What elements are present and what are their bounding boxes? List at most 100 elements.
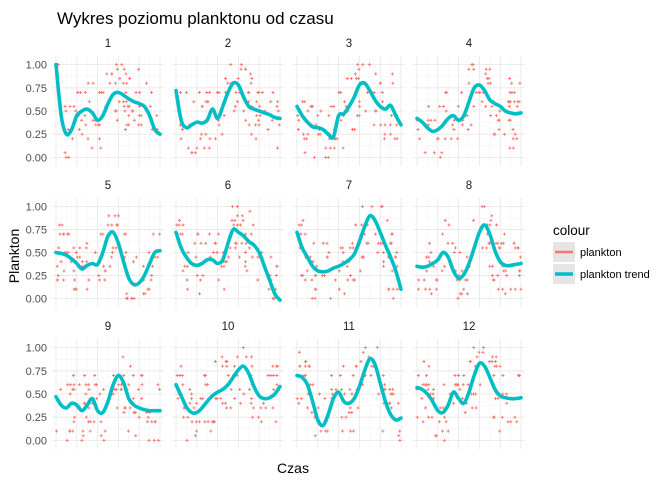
plankton-point (316, 406, 320, 410)
plankton-point (390, 72, 394, 76)
plankton-point (319, 109, 323, 113)
plankton-point (362, 255, 365, 259)
plankton-point (505, 274, 509, 277)
plankton-point (456, 137, 460, 141)
plankton-point (243, 251, 247, 254)
plankton-point (236, 77, 240, 80)
plankton-point (233, 364, 236, 368)
plankton-point (503, 292, 507, 296)
plankton-point (498, 109, 502, 113)
plankton-point (311, 383, 315, 387)
legend-label: plankton trend (580, 269, 650, 281)
plankton-point (398, 438, 402, 442)
plankton-point (383, 383, 387, 387)
plankton-point (515, 420, 519, 424)
plankton-point (516, 100, 520, 104)
plankton-point (461, 397, 464, 401)
plankton-point (429, 292, 433, 296)
plankton-point (99, 420, 103, 424)
plankton-point (487, 360, 491, 363)
plankton-trend-line (174, 80, 282, 130)
plankton-point (181, 223, 185, 227)
plankton-point (271, 406, 275, 410)
plankton-point (484, 67, 488, 71)
plankton-point (228, 246, 232, 250)
plankton-point (158, 387, 161, 391)
plankton-point (440, 269, 444, 273)
plankton-point (486, 81, 490, 85)
plankton-point (327, 251, 331, 254)
plankton-point (358, 104, 361, 108)
plankton-point (117, 383, 121, 387)
plankton-point (77, 128, 81, 131)
plankton-point (59, 387, 63, 391)
plankton-point (345, 77, 349, 80)
plankton-point (179, 91, 182, 94)
plankton-point (214, 397, 218, 401)
plankton-point (418, 137, 422, 141)
plankton-point (513, 246, 517, 250)
plankton-point (199, 397, 203, 401)
plankton-point (103, 429, 107, 433)
plankton-point (296, 128, 300, 131)
plankton-point (299, 232, 303, 236)
plankton-point (306, 406, 310, 410)
plankton-point (426, 123, 430, 127)
plankton-point (257, 118, 261, 122)
plankton-point (327, 114, 331, 118)
plankton-point (107, 214, 111, 218)
plankton-point (181, 128, 184, 131)
plankton-point (132, 296, 136, 300)
plankton-point (147, 287, 151, 291)
plankton-point (130, 109, 134, 113)
plankton-point (198, 292, 202, 296)
plankton-point (351, 246, 355, 250)
plankton-point (81, 434, 85, 438)
plankton-point (207, 232, 211, 236)
plankton-point (500, 415, 504, 419)
plankton-point (232, 223, 236, 227)
plankton-point (250, 364, 254, 368)
plankton-point (456, 104, 460, 108)
plankton-point (196, 232, 200, 236)
plankton-point (204, 241, 208, 245)
plankton-point (224, 77, 228, 80)
plankton-point (235, 214, 239, 218)
plankton-point (244, 232, 248, 236)
plankton-point (313, 296, 317, 300)
plankton-point (390, 269, 394, 273)
plankton-point (137, 67, 141, 71)
plankton-point (460, 91, 464, 94)
plankton-point (465, 278, 469, 282)
y-tick-label: 0.25 (26, 270, 47, 282)
plankton-point (87, 406, 91, 410)
plankton-point (121, 81, 125, 85)
plankton-point (244, 118, 248, 122)
plankton-point (323, 274, 327, 277)
plankton-point (115, 63, 118, 67)
plankton-point (380, 91, 384, 94)
plankton-point (341, 364, 345, 368)
facet-panel-3: 3 (293, 38, 405, 166)
plankton-point (255, 114, 259, 118)
plankton-point (80, 132, 84, 136)
plankton-point (126, 429, 130, 433)
plankton-point (122, 411, 126, 414)
plankton-point (271, 364, 275, 368)
plankton-point (87, 387, 91, 391)
plankton-point (102, 264, 106, 268)
plankton-point (382, 260, 385, 264)
plankton-point (145, 81, 149, 85)
plankton-trend-line (174, 364, 282, 415)
plankton-point (372, 91, 376, 94)
plankton-point (391, 81, 395, 85)
plankton-point (432, 387, 435, 391)
plankton-point (217, 91, 221, 94)
plankton-point (497, 128, 501, 131)
plankton-point (324, 155, 328, 159)
plankton-point (308, 364, 311, 368)
plankton-point (62, 278, 66, 282)
plankton-point (244, 355, 248, 359)
plankton-point (90, 146, 94, 150)
